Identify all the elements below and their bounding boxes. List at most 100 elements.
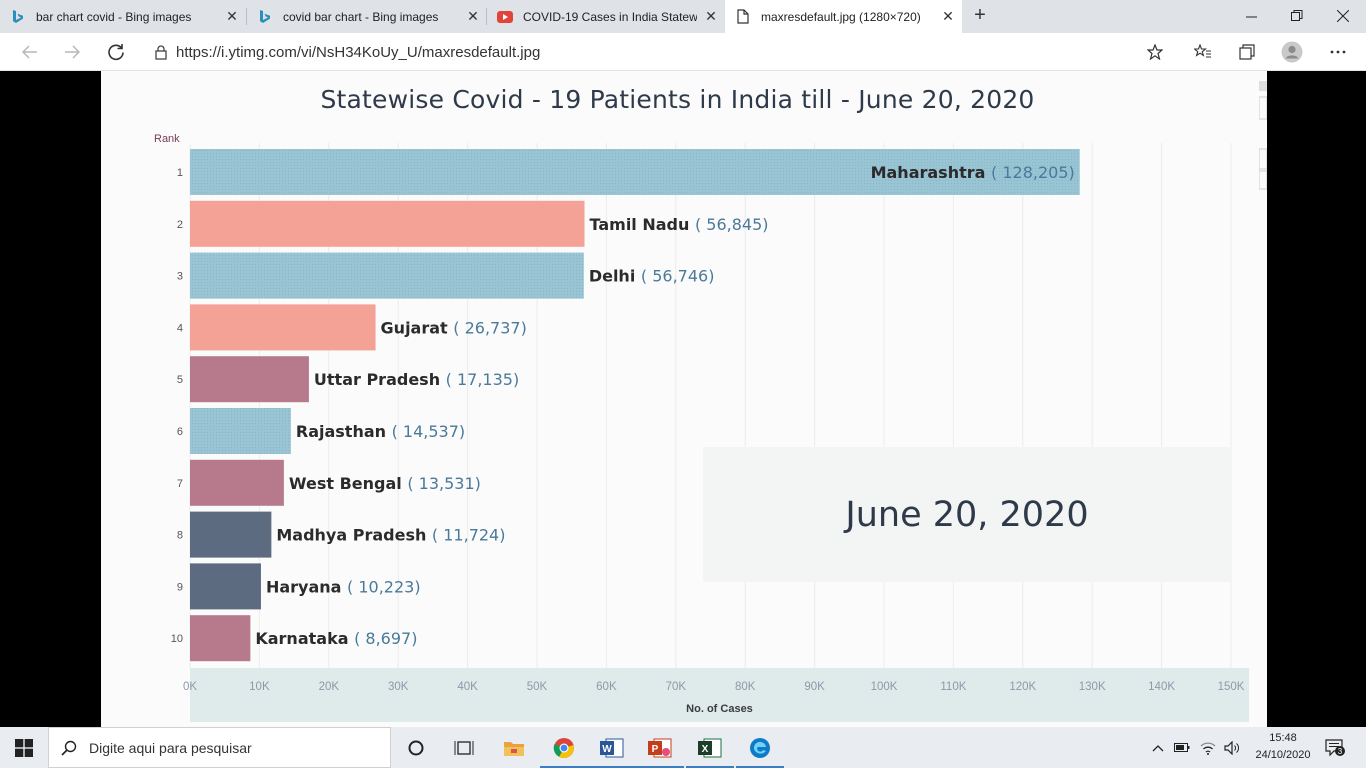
bing-icon: [10, 9, 26, 25]
chrome-icon[interactable]: [540, 727, 588, 768]
powerpoint-icon[interactable]: P: [636, 727, 684, 768]
bar-value-label: ( 10,223): [347, 577, 421, 596]
volume-icon[interactable]: [1222, 727, 1242, 768]
x-tick-label: 110K: [940, 681, 966, 693]
taskbar: Digite aqui para pesquisar W P X 15:48 2…: [0, 727, 1366, 768]
minimize-icon[interactable]: [1228, 0, 1274, 32]
x-tick-label: 130K: [1079, 681, 1106, 693]
bar-label: Maharashtra ( 128,205): [871, 163, 1075, 182]
rank-label: 4: [177, 322, 183, 334]
bar-state-label: Tamil Nadu: [590, 215, 695, 234]
x-tick-label: 120K: [1009, 681, 1036, 693]
bar-haryana: [190, 563, 261, 610]
close-tab-icon[interactable]: ✕: [467, 8, 479, 24]
wifi-icon[interactable]: [1198, 727, 1218, 768]
tab-strip: bar chart covid - Bing images ✕ covid ba…: [0, 0, 1366, 33]
bar-value-label: ( 128,205): [991, 163, 1075, 182]
bar-label: Tamil Nadu ( 56,845): [590, 215, 769, 234]
side-controls: [1258, 71, 1268, 201]
tab-bing-bar-chart-covid[interactable]: bar chart covid - Bing images ✕: [0, 0, 246, 33]
x-axis-label: No. of Cases: [686, 703, 753, 715]
bar-value-label: ( 17,135): [446, 370, 520, 389]
bar-label: West Bengal ( 13,531): [289, 474, 481, 493]
bar-state-label: Rajasthan: [296, 422, 392, 441]
clock-time: 15:48: [1269, 732, 1297, 744]
bar-value-label: ( 56,746): [641, 267, 715, 286]
new-tab-button[interactable]: +: [974, 4, 986, 26]
bar-value-label: ( 8,697): [354, 629, 417, 648]
tab-separator: [486, 8, 487, 25]
word-icon[interactable]: W: [588, 727, 636, 768]
chart-title: Statewise Covid - 19 Patients in India t…: [320, 85, 1035, 114]
bar-state-label: Karnataka: [255, 629, 354, 648]
x-tick-label: 60K: [596, 681, 617, 693]
rank-label: 9: [177, 581, 183, 593]
forward-arrow-icon[interactable]: [58, 38, 86, 66]
page-viewport: 1 Maharashtra ( 128,205) 2 Tamil Nadu ( 56,…: [0, 71, 1366, 727]
restore-icon[interactable]: [1274, 0, 1320, 32]
svg-text:P: P: [652, 744, 659, 755]
notification-center-icon[interactable]: 3: [1322, 735, 1348, 761]
rank-header: Rank: [154, 133, 180, 145]
x-tick-label: 10K: [249, 681, 270, 693]
lock-icon[interactable]: [146, 44, 176, 60]
x-tick-label: 150K: [1218, 681, 1245, 693]
bar-madhya-pradesh: [190, 511, 272, 558]
close-tab-icon[interactable]: ✕: [705, 8, 717, 24]
back-arrow-icon[interactable]: [16, 38, 44, 66]
bar-gujarat: [190, 304, 376, 351]
excel-icon[interactable]: X: [686, 727, 734, 768]
file-explorer-icon[interactable]: [490, 727, 538, 768]
bar-value-label: ( 26,737): [453, 318, 527, 337]
close-tab-icon[interactable]: ✕: [942, 8, 954, 24]
bar-tamil-nadu: [190, 200, 585, 247]
bar-karnataka: [190, 615, 251, 662]
bar-value-label: ( 11,724): [432, 526, 506, 545]
address-bar[interactable]: https://i.ytimg.com/vi/NsH34KoUy_U/maxre…: [146, 37, 1176, 67]
bar-west-bengal: [190, 459, 284, 506]
close-tab-icon[interactable]: ✕: [226, 8, 238, 24]
page-icon: [735, 9, 751, 25]
url-text[interactable]: https://i.ytimg.com/vi/NsH34KoUy_U/maxre…: [176, 43, 541, 61]
tab-separator: [246, 8, 247, 25]
youtube-icon: [497, 9, 513, 25]
favorite-star-icon[interactable]: [1141, 38, 1169, 66]
svg-text:W: W: [602, 744, 612, 755]
bar-value-label: ( 13,531): [407, 474, 481, 493]
tab-maxresdefault[interactable]: maxresdefault.jpg (1280×720) ✕: [725, 0, 962, 33]
x-tick-label: 20K: [319, 681, 340, 693]
task-view-icon[interactable]: [440, 727, 488, 768]
system-clock[interactable]: 15:48 24/10/2020: [1248, 730, 1318, 764]
chevron-up-icon[interactable]: [1150, 727, 1166, 768]
x-tick-label: 70K: [666, 681, 687, 693]
x-tick-label: 90K: [804, 681, 825, 693]
refresh-icon[interactable]: [102, 38, 130, 66]
rank-label: 10: [171, 633, 183, 645]
more-options-icon[interactable]: [1324, 38, 1352, 66]
rank-label: 2: [177, 219, 183, 231]
profile-avatar-icon[interactable]: [1278, 38, 1306, 66]
bar-texture: [190, 149, 1080, 195]
bar-texture: [190, 252, 584, 299]
search-placeholder[interactable]: Digite aqui para pesquisar: [89, 739, 252, 756]
svg-text:X: X: [702, 744, 709, 755]
collections-icon[interactable]: [1233, 38, 1261, 66]
rank-label: 5: [177, 374, 183, 386]
battery-icon[interactable]: [1172, 727, 1192, 768]
clock-date: 24/10/2020: [1255, 749, 1311, 761]
x-tick-label: 140K: [1148, 681, 1175, 693]
bar-state-label: Haryana: [266, 577, 347, 596]
bar-state-label: Delhi: [589, 267, 641, 286]
windows-icon: [15, 738, 33, 757]
tab-youtube-covid-cases[interactable]: COVID-19 Cases in India Statewi ✕: [487, 0, 725, 33]
cortana-icon[interactable]: [392, 727, 440, 768]
edge-icon[interactable]: [736, 727, 784, 768]
close-window-icon[interactable]: [1320, 0, 1366, 32]
bar-label: Uttar Pradesh ( 17,135): [314, 370, 519, 389]
x-tick-label: 0K: [183, 681, 197, 693]
taskbar-search-box[interactable]: Digite aqui para pesquisar: [48, 727, 391, 768]
favorites-list-icon[interactable]: [1189, 38, 1217, 66]
start-button[interactable]: [0, 727, 48, 768]
tab-covid-bar-chart-bing[interactable]: covid bar chart - Bing images ✕: [247, 0, 487, 33]
date-display: June 20, 2020: [703, 447, 1231, 582]
